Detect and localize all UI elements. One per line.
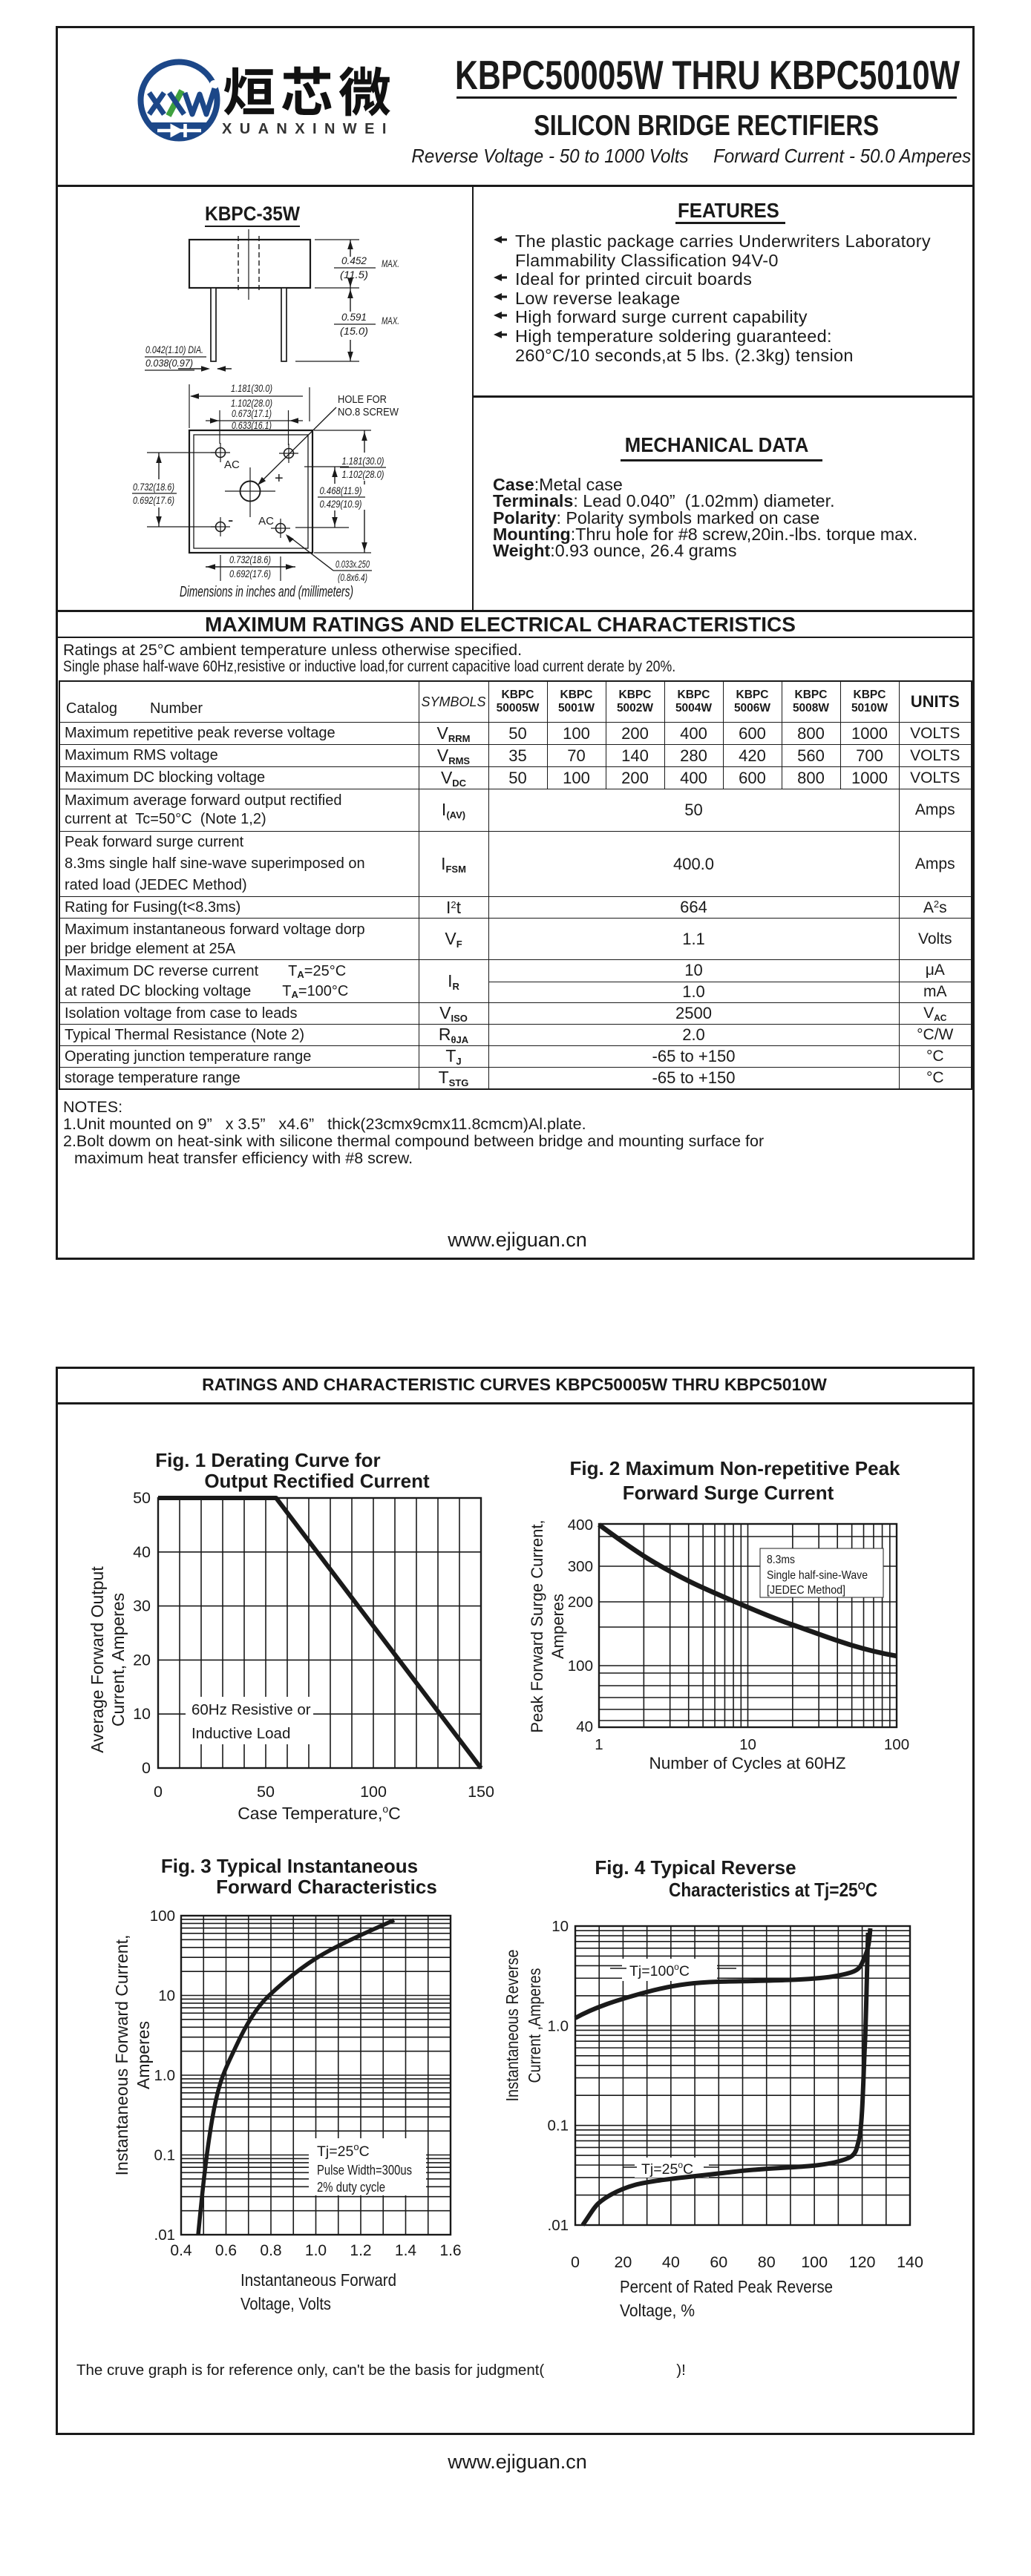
svg-text:40: 40 xyxy=(662,2253,680,2271)
svg-text:Number of Cycles at 60HZ: Number of Cycles at 60HZ xyxy=(649,1754,845,1772)
svg-text:0.591: 0.591 xyxy=(341,311,367,323)
svg-text:0.732(18.6): 0.732(18.6) xyxy=(229,553,271,565)
svg-text:Inductive Load: Inductive Load xyxy=(192,1725,290,1742)
svg-text:Instantaneous Forward Current,: Instantaneous Forward Current, xyxy=(112,1935,131,2176)
svg-text:Current, Amperes: Current, Amperes xyxy=(108,1593,128,1726)
svg-text:0.692(17.6): 0.692(17.6) xyxy=(229,568,271,579)
svg-text:10: 10 xyxy=(739,1736,756,1753)
svg-text:-: - xyxy=(228,510,233,529)
svg-text:Tj=100oC: Tj=100oC xyxy=(629,1962,690,1979)
svg-text:0: 0 xyxy=(571,2253,580,2271)
svg-text:1.181(30.0): 1.181(30.0) xyxy=(342,455,384,467)
svg-text:1.4: 1.4 xyxy=(395,2242,417,2259)
svg-text:[JEDEC Method]: [JEDEC Method] xyxy=(767,1584,845,1597)
svg-text:20: 20 xyxy=(614,2253,632,2271)
svg-text:MAX.: MAX. xyxy=(382,257,399,269)
svg-text:1.102(28.0): 1.102(28.0) xyxy=(342,468,384,480)
svg-text:Single half-sine-Wave: Single half-sine-Wave xyxy=(767,1569,868,1582)
svg-text:100: 100 xyxy=(150,1908,175,1925)
svg-text:0.452: 0.452 xyxy=(341,254,367,266)
svg-text:60: 60 xyxy=(710,2253,727,2271)
svg-text:30: 30 xyxy=(133,1597,151,1615)
svg-text:0.1: 0.1 xyxy=(548,2117,569,2135)
svg-text:40: 40 xyxy=(133,1543,151,1561)
svg-text:Amperes: Amperes xyxy=(549,1594,567,1659)
svg-text:80: 80 xyxy=(758,2253,776,2271)
svg-text:0.468(11.9): 0.468(11.9) xyxy=(320,484,362,496)
svg-text:Peak Forward Surge Current,: Peak Forward Surge Current, xyxy=(528,1519,546,1732)
svg-text:1.0: 1.0 xyxy=(154,2067,176,2084)
svg-text:Tj=25oC: Tj=25oC xyxy=(641,2160,693,2178)
svg-text:Dimensions in inches and (mill: Dimensions in inches and (millimeters) xyxy=(180,584,353,600)
svg-text:Tj=25oC: Tj=25oC xyxy=(317,2141,370,2160)
svg-text:1.181(30.0): 1.181(30.0) xyxy=(231,382,272,394)
svg-text:0.042(1.10) DIA.: 0.042(1.10) DIA. xyxy=(145,344,203,355)
svg-text:Current ,Amperes: Current ,Amperes xyxy=(525,1968,544,2083)
svg-text:10: 10 xyxy=(551,1918,569,1935)
svg-text:20: 20 xyxy=(133,1651,151,1669)
svg-text:Average Forward Output: Average Forward Output xyxy=(88,1566,107,1753)
svg-text:40: 40 xyxy=(576,1718,593,1735)
svg-text:100: 100 xyxy=(568,1657,593,1675)
svg-text:AC: AC xyxy=(258,515,274,528)
svg-text:0.429(10.9): 0.429(10.9) xyxy=(320,498,362,510)
svg-text:10: 10 xyxy=(133,1705,151,1723)
svg-text:0.038(0.97): 0.038(0.97) xyxy=(145,357,193,369)
svg-text:Instantaneous Reverse: Instantaneous Reverse xyxy=(503,1950,522,2102)
svg-text:0.692(17.6): 0.692(17.6) xyxy=(133,494,174,506)
svg-text:MAX.: MAX. xyxy=(382,315,399,326)
svg-text:140: 140 xyxy=(897,2253,923,2271)
svg-text:HOLE FOR: HOLE FOR xyxy=(338,393,387,406)
svg-text:KBPC-35W: KBPC-35W xyxy=(205,203,300,225)
svg-text:Voltage, %: Voltage, % xyxy=(620,2301,695,2320)
svg-text:1.6: 1.6 xyxy=(439,2242,461,2259)
svg-text:120: 120 xyxy=(849,2253,876,2271)
svg-text:50: 50 xyxy=(257,1783,275,1801)
svg-text:0.732(18.6): 0.732(18.6) xyxy=(133,481,174,493)
svg-text:1.0: 1.0 xyxy=(305,2242,327,2259)
svg-text:0.033x.250: 0.033x.250 xyxy=(336,558,370,570)
svg-text:(0.8x6.4): (0.8x6.4) xyxy=(338,571,367,583)
svg-text:100: 100 xyxy=(884,1736,909,1753)
svg-text:Instantaneous Forward: Instantaneous Forward xyxy=(240,2270,396,2290)
svg-text:8.3ms: 8.3ms xyxy=(767,1554,795,1566)
svg-text:Percent of Rated Peak Reverse: Percent of Rated Peak Reverse xyxy=(620,2277,833,2296)
svg-text:400: 400 xyxy=(568,1517,593,1534)
svg-text:Amperes: Amperes xyxy=(134,2021,153,2089)
svg-text:0.8: 0.8 xyxy=(260,2242,281,2259)
svg-text:0.6: 0.6 xyxy=(215,2242,237,2259)
svg-text:AC: AC xyxy=(224,459,240,471)
svg-text:1.0: 1.0 xyxy=(548,2017,569,2034)
svg-text:150: 150 xyxy=(468,1783,494,1801)
svg-text:100: 100 xyxy=(360,1783,387,1801)
svg-text:10: 10 xyxy=(158,1988,175,2005)
svg-text:0.633(16.1): 0.633(16.1) xyxy=(232,419,272,431)
svg-text:300: 300 xyxy=(568,1558,593,1575)
svg-text:0: 0 xyxy=(154,1783,163,1801)
svg-text:200: 200 xyxy=(568,1594,593,1611)
svg-text:NO.8 SCREW: NO.8 SCREW xyxy=(338,406,399,418)
svg-text:0: 0 xyxy=(142,1759,151,1777)
svg-text:+: + xyxy=(275,470,284,487)
svg-text:0.1: 0.1 xyxy=(154,2147,176,2164)
svg-text:1.102(28.0): 1.102(28.0) xyxy=(231,397,272,409)
svg-text:60Hz Resistive or: 60Hz Resistive or xyxy=(192,1701,311,1718)
svg-text:1: 1 xyxy=(595,1736,603,1753)
svg-text:.01: .01 xyxy=(548,2217,569,2234)
svg-text:.01: .01 xyxy=(154,2227,176,2244)
svg-text:Case Temperature,oC: Case Temperature,oC xyxy=(238,1803,401,1823)
svg-text:Voltage, Volts: Voltage, Volts xyxy=(240,2294,331,2313)
svg-text:50: 50 xyxy=(133,1489,151,1507)
svg-text:0.4: 0.4 xyxy=(170,2242,192,2259)
svg-text:100: 100 xyxy=(801,2253,828,2271)
svg-text:(11.5): (11.5) xyxy=(340,269,368,280)
svg-text:2% duty cycle: 2% duty cycle xyxy=(317,2180,385,2195)
svg-text:(15.0): (15.0) xyxy=(340,325,368,337)
svg-text:1.2: 1.2 xyxy=(350,2242,371,2259)
svg-text:Pulse Width=300us: Pulse Width=300us xyxy=(317,2163,412,2178)
svg-text:0.673(17.1): 0.673(17.1) xyxy=(232,407,272,419)
